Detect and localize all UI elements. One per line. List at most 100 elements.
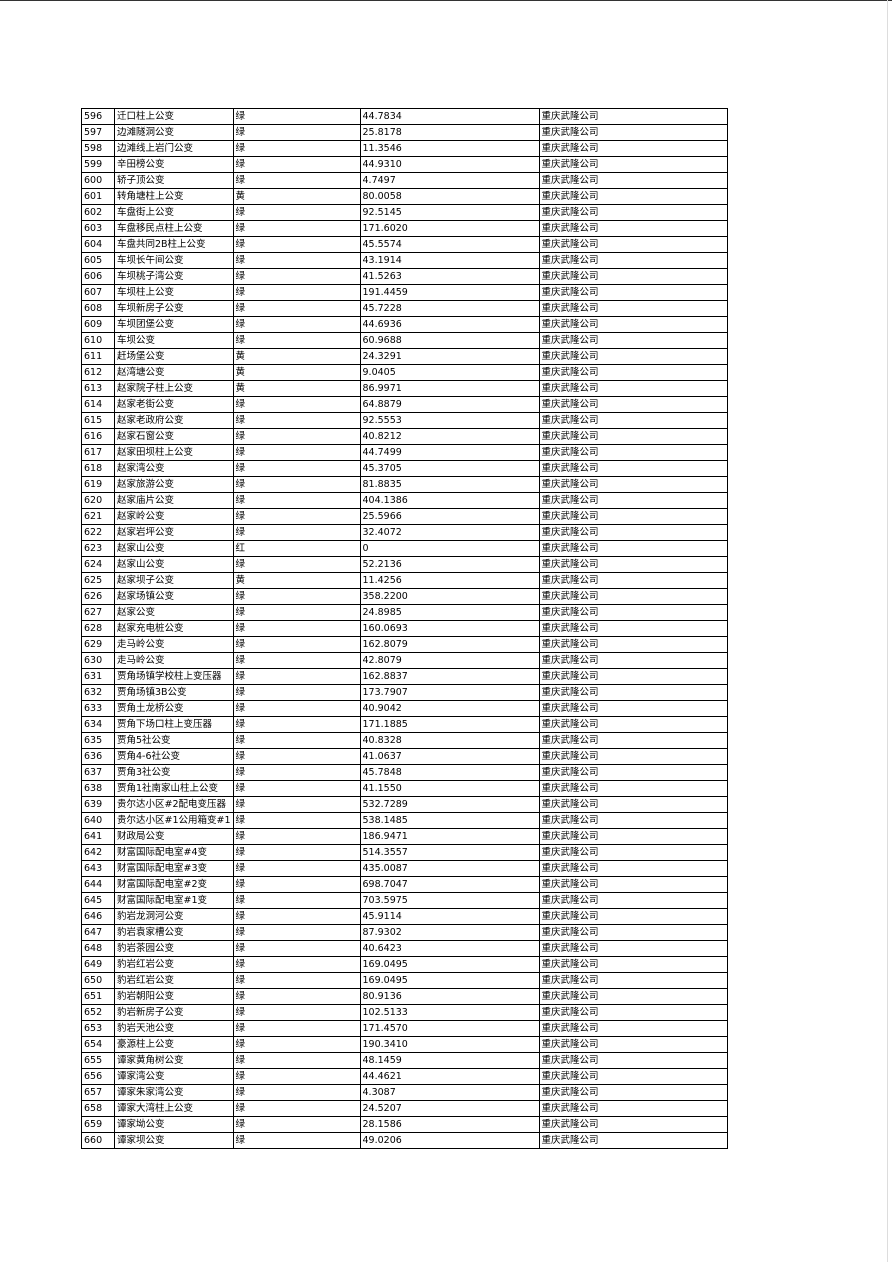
station-name: 谭家大湾柱上公变 [114,1100,234,1117]
table-row: 643 财富国际配电室#3变绿 435.0087 重庆武隆公司 [81,860,728,877]
table-row: 605 车坝长午间公变绿 43.1914 重庆武隆公司 [81,252,728,269]
status: 绿 [232,172,361,189]
table-row: 625 赵家坝子公变黄 11.4256 重庆武隆公司 [81,572,728,589]
table-row: 660 谭家坝公变绿 49.0206 重庆武隆公司 [81,1132,728,1149]
row-number: 649 [81,956,115,973]
station-name: 车坝新房子公变 [114,300,234,317]
row-number: 650 [81,972,115,989]
status: 绿 [232,236,361,253]
station-name: 贵尔达小区#2配电变压器 [114,796,234,813]
status: 绿 [232,684,361,701]
company: 重庆武隆公司 [538,572,728,589]
status: 绿 [232,220,361,237]
station-name: 豹岩红岩公变 [114,956,234,973]
load-value: 9.0405 [359,364,540,381]
load-value: 514.3557 [359,844,540,861]
status: 绿 [232,524,361,541]
company: 重庆武隆公司 [538,988,728,1005]
status: 绿 [232,204,361,221]
status: 绿 [232,476,361,493]
load-value: 80.0058 [359,188,540,205]
table-row: 641 财政局公变绿 186.9471 重庆武隆公司 [81,828,728,845]
load-value: 102.5133 [359,1004,540,1021]
table-body: 596 迁口柱上公变绿 44.7834 重庆武隆公司 597 边滩隧洞公变绿 25.8178… [81,108,728,1149]
station-name: 豹岩新房子公变 [114,1004,234,1021]
company: 重庆武隆公司 [538,796,728,813]
company: 重庆武隆公司 [538,412,728,429]
load-value: 191.4459 [359,284,540,301]
station-name: 豹岩茶园公变 [114,940,234,957]
table-row: 618 赵家湾公变绿 45.3705 重庆武隆公司 [81,460,728,477]
company: 重庆武隆公司 [538,956,728,973]
table-row: 629 走马岭公变绿 162.8079 重庆武隆公司 [81,636,728,653]
company: 重庆武隆公司 [538,524,728,541]
company: 重庆武隆公司 [538,220,728,237]
company: 重庆武隆公司 [538,1020,728,1037]
load-value: 40.9042 [359,700,540,717]
load-value: 44.6936 [359,316,540,333]
load-value: 24.5207 [359,1100,540,1117]
row-number: 623 [81,540,115,557]
company: 重庆武隆公司 [538,268,728,285]
status: 黄 [232,380,361,397]
load-value: 171.6020 [359,220,540,237]
company: 重庆武隆公司 [538,588,728,605]
table-row: 646 豹岩龙洞河公变绿 45.9114 重庆武隆公司 [81,908,728,925]
table-row: 631 贾角场镇学校柱上变压器绿 162.8837 重庆武隆公司 [81,668,728,685]
company: 重庆武隆公司 [538,764,728,781]
row-number: 598 [81,140,115,157]
company: 重庆武隆公司 [538,1084,728,1101]
page-edge [887,0,888,1262]
row-number: 638 [81,780,115,797]
table-row: 655 谭家黄角树公变绿 48.1459 重庆武隆公司 [81,1052,728,1069]
station-name: 豹岩龙洞河公变 [114,908,234,925]
load-value: 80.9136 [359,988,540,1005]
load-value: 698.7047 [359,876,540,893]
status: 绿 [232,780,361,797]
row-number: 602 [81,204,115,221]
top-rule [0,0,892,1]
station-name: 轿子顶公变 [114,172,234,189]
station-name: 豹岩袁家槽公变 [114,924,234,941]
status: 绿 [232,636,361,653]
status: 绿 [232,396,361,413]
row-number: 603 [81,220,115,237]
company: 重庆武隆公司 [538,1036,728,1053]
load-value: 60.9688 [359,332,540,349]
company: 重庆武隆公司 [538,124,728,141]
table-row: 599 辛田榜公变绿 44.9310 重庆武隆公司 [81,156,728,173]
company: 重庆武隆公司 [538,1004,728,1021]
station-name: 赵家院子柱上公变 [114,380,234,397]
station-name: 车盘共同2B柱上公变 [114,236,234,253]
row-number: 617 [81,444,115,461]
row-number: 637 [81,764,115,781]
station-name: 车坝柱上公变 [114,284,234,301]
company: 重庆武隆公司 [538,828,728,845]
table-row: 659 谭家坳公变绿 28.1586 重庆武隆公司 [81,1116,728,1133]
row-number: 657 [81,1084,115,1101]
company: 重庆武隆公司 [538,380,728,397]
row-number: 612 [81,364,115,381]
station-name: 谭家黄角树公变 [114,1052,234,1069]
table-row: 657 谭家朱家湾公变绿 4.3087 重庆武隆公司 [81,1084,728,1101]
load-value: 44.7499 [359,444,540,461]
table-row: 649 豹岩红岩公变绿 169.0495 重庆武隆公司 [81,956,728,973]
row-number: 610 [81,332,115,349]
row-number: 642 [81,844,115,861]
load-value: 45.7228 [359,300,540,317]
table-row: 642 财富国际配电室#4变绿 514.3557 重庆武隆公司 [81,844,728,861]
company: 重庆武隆公司 [538,428,728,445]
table-row: 602 车盘街上公变绿 92.5145 重庆武隆公司 [81,204,728,221]
company: 重庆武隆公司 [538,556,728,573]
load-value: 44.4621 [359,1068,540,1085]
station-name: 谭家朱家湾公变 [114,1084,234,1101]
status: 绿 [232,156,361,173]
company: 重庆武隆公司 [538,476,728,493]
row-number: 628 [81,620,115,637]
load-value: 49.0206 [359,1132,540,1149]
company: 重庆武隆公司 [538,780,728,797]
company: 重庆武隆公司 [538,188,728,205]
station-name: 贾角4-6社公变 [114,748,234,765]
load-value: 404.1386 [359,492,540,509]
station-name: 赵家场镇公变 [114,588,234,605]
